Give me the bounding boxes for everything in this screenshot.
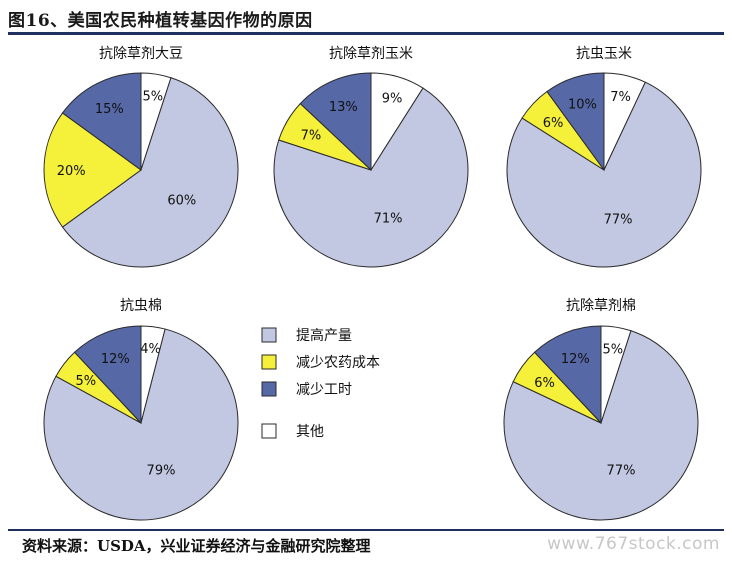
data-label-other: 5% [142,89,163,104]
bottom-rule [8,529,724,531]
pie-chart-1: 抗除草剂大豆 5% 60% 20% 15% [43,46,239,268]
pie-chart-4: 抗虫棉 4% 79% 5% 12% [43,297,239,521]
pie-slice-reduce-labor-time [533,325,602,425]
legend-swatch-reduce-labor-time [261,381,277,397]
data-label-reduce-pesticide-cost: 6% [543,116,564,131]
data-label-reduce-labor-time: 12% [101,352,130,367]
data-label-other: 9% [382,91,403,106]
data-label-other: 5% [602,342,623,357]
data-label-raise-yield: 71% [374,212,403,227]
data-label-reduce-labor-time: 10% [568,98,597,113]
figure-title: 图16、美国农民种植转基因作物的原因 [8,11,313,31]
legend-swatch-reduce-pesticide-cost [261,354,277,370]
legend-label-other: 其他 [296,424,324,440]
data-label-reduce-pesticide-cost: 5% [75,374,96,389]
pie-title: 抗除草剂棉 [566,297,636,314]
legend-swatch-raise-yield [261,327,277,343]
data-label-reduce-pesticide-cost: 20% [57,164,86,179]
pie-title: 抗虫玉米 [576,46,632,62]
data-label-raise-yield: 79% [147,463,176,478]
legend-label-reduce-labor-time: 减少工时 [296,382,352,398]
legend-swatch-other [261,423,277,439]
data-label-reduce-labor-time: 13% [329,100,358,115]
data-label-raise-yield: 77% [604,212,633,227]
pie-slice-raise-yield [43,328,239,521]
pie-slice-reduce-labor-time [61,72,142,171]
pie-slice-reduce-labor-time [546,72,605,172]
data-label-reduce-pesticide-cost: 7% [301,128,322,143]
data-label-raise-yield: 60% [167,194,196,209]
legend-label-raise-yield: 提高产量 [296,327,352,344]
pie-chart-2: 抗除草剂玉米 9% 71% 7% 13% [273,46,469,268]
pie-slice-reduce-labor-time [299,72,372,172]
pie-slice-raise-yield [506,81,702,268]
pie-slice-raise-yield [273,87,469,268]
data-label-raise-yield: 77% [607,463,636,478]
data-label-other: 4% [140,342,161,357]
data-label-reduce-labor-time: 15% [95,102,124,117]
pie-slice-raise-yield [61,77,239,268]
top-rule [8,32,724,35]
legend-label-reduce-pesticide-cost: 减少农药成本 [296,355,380,371]
data-label-reduce-labor-time: 12% [561,352,590,367]
pie-chart-5: 抗除草剂棉 5% 77% 6% 12% [503,297,699,521]
pie-title: 抗除草剂玉米 [329,46,413,62]
pie-chart-3: 抗虫玉米 7% 77% 6% 10% [506,46,702,268]
pie-title: 抗虫棉 [120,297,162,314]
data-label-other: 7% [610,90,631,105]
data-label-reduce-pesticide-cost: 6% [534,376,555,391]
pie-slice-reduce-pesticide-cost [43,112,142,228]
pie-title: 抗除草剂大豆 [99,46,183,62]
pie-slice-reduce-labor-time [73,325,142,425]
pie-slice-raise-yield [503,330,699,521]
watermark: www.767stock.com [547,534,720,554]
source-note: 资料来源：USDA，兴业证券经济与金融研究院整理 [22,537,371,555]
